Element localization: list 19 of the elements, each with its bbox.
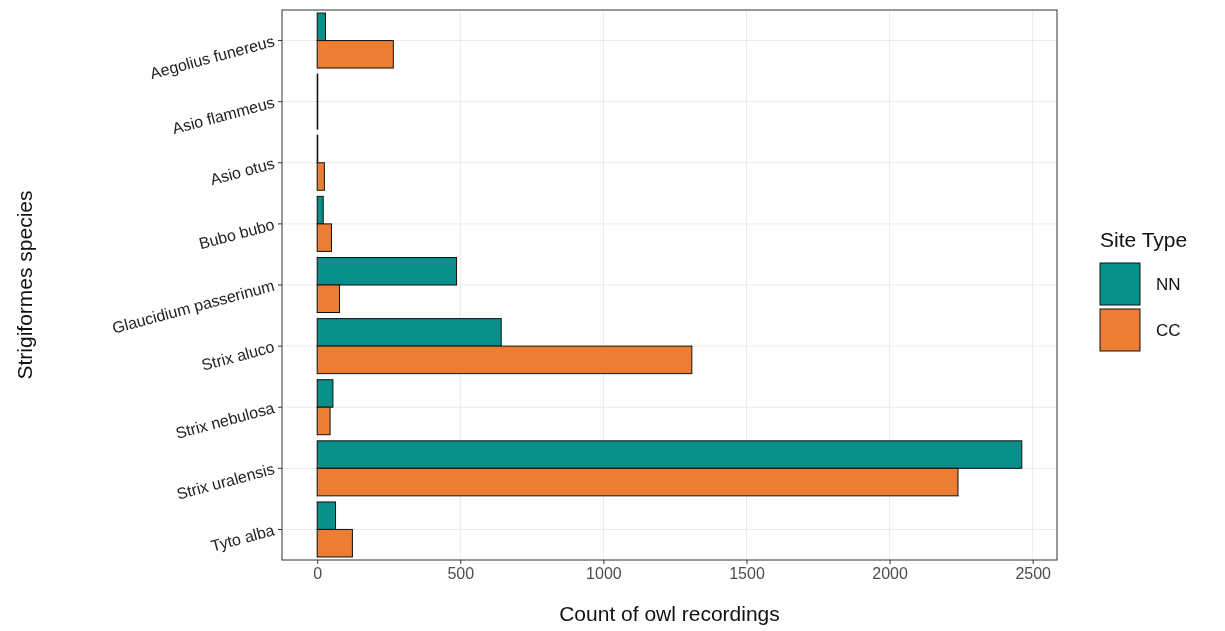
text: CC <box>1156 321 1181 340</box>
y-tick-label: Strix aluco <box>199 337 277 374</box>
x-tick-label: 2500 <box>1015 565 1052 583</box>
y-tick-label: Strix uralensis <box>174 460 277 503</box>
x-tick-label: 2000 <box>872 565 908 583</box>
y-tick-label: Tyto alba <box>209 521 277 555</box>
y-tick-label: Aegolius funereus <box>148 32 277 83</box>
x-tick-label: 0 <box>313 565 323 583</box>
y-tick-label: Strix nebulosa <box>173 399 277 442</box>
y-tick-label: Bubo bubo <box>197 215 277 253</box>
x-tick-label: 500 <box>447 565 475 583</box>
x-tick-label: 1000 <box>586 565 622 583</box>
y-tick-label: Asio otus <box>208 154 277 189</box>
legend-title: Site Type <box>1100 228 1188 251</box>
x-tick-label: 1500 <box>729 565 765 583</box>
text: NN <box>1156 275 1181 294</box>
y-tick-label: Asio flammeus <box>170 93 277 138</box>
y-axis-title: Strigiformes species <box>13 190 36 380</box>
x-axis-title: Count of owl recordings <box>559 602 780 625</box>
